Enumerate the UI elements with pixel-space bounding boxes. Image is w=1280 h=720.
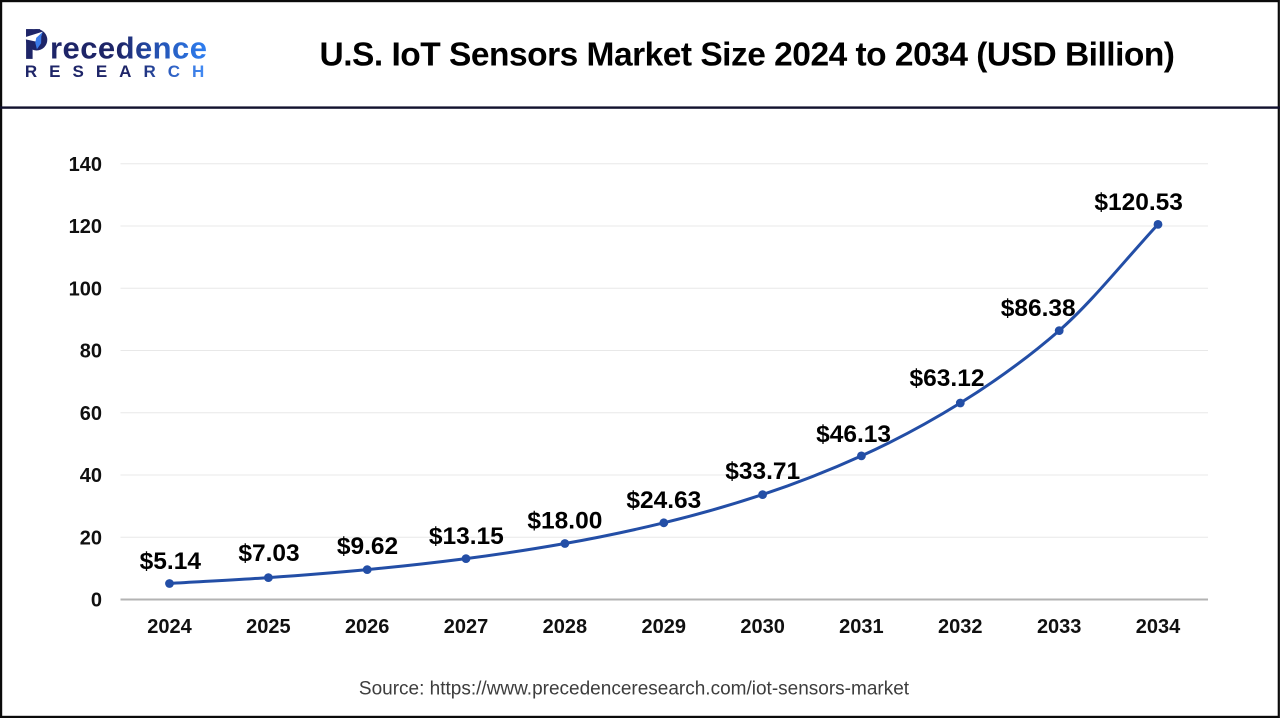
svg-text:80: 80 [80,341,102,363]
svg-text:20: 20 [80,527,102,549]
svg-text:40: 40 [80,465,102,487]
svg-text:$86.38: $86.38 [1001,295,1076,322]
svg-text:0: 0 [91,590,102,612]
svg-text:2026: 2026 [345,616,390,638]
svg-text:$120.53: $120.53 [1094,189,1183,216]
svg-text:$13.15: $13.15 [429,523,504,550]
svg-text:$9.62: $9.62 [337,533,398,560]
svg-text:2027: 2027 [444,616,489,638]
svg-text:2030: 2030 [740,616,785,638]
svg-text:$7.03: $7.03 [238,540,299,567]
svg-text:100: 100 [69,278,102,300]
svg-text:2025: 2025 [246,616,291,638]
svg-text:$63.12: $63.12 [910,365,985,392]
svg-text:RESEARCH: RESEARCH [25,62,216,81]
svg-text:recedence: recedence [50,31,207,66]
svg-text:140: 140 [69,154,102,176]
svg-text:2031: 2031 [839,616,884,638]
svg-text:60: 60 [80,403,102,425]
svg-text:$46.13: $46.13 [816,421,891,448]
svg-text:120: 120 [69,216,102,238]
svg-text:Source: https://www.precedence: Source: https://www.precedenceresearch.c… [359,678,910,699]
svg-text:$24.63: $24.63 [626,487,701,514]
svg-text:U.S. IoT Sensors Market Size 2: U.S. IoT Sensors Market Size 2024 to 203… [320,37,1175,74]
svg-text:$33.71: $33.71 [725,458,800,485]
svg-text:2034: 2034 [1136,616,1181,638]
svg-text:2032: 2032 [938,616,983,638]
svg-text:2024: 2024 [147,616,192,638]
svg-text:2033: 2033 [1037,616,1082,638]
svg-text:2029: 2029 [642,616,687,638]
svg-text:$18.00: $18.00 [527,508,602,535]
svg-text:2028: 2028 [543,616,588,638]
svg-text:$5.14: $5.14 [140,548,202,575]
